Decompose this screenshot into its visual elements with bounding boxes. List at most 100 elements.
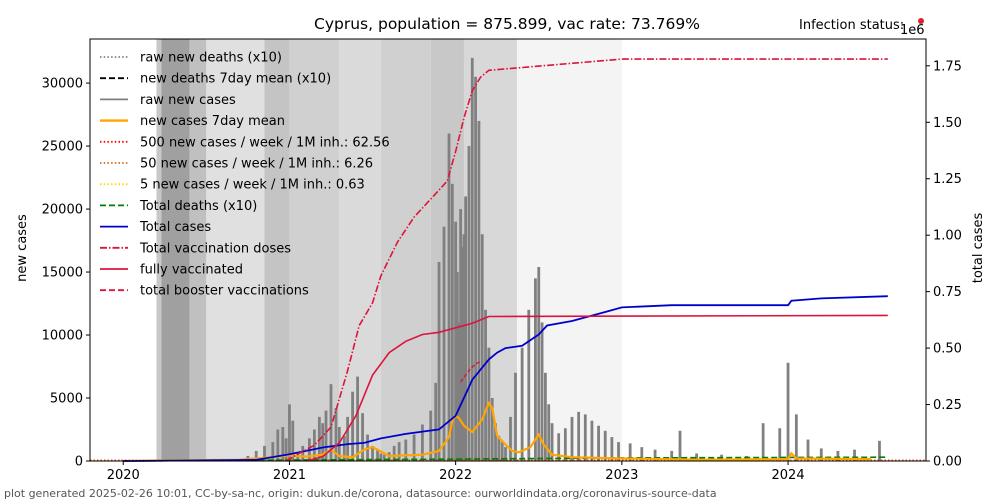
y-left-tick-label-3: 15000 [42, 266, 83, 281]
y-right-tick-label-2: 0.50 [933, 342, 962, 357]
background-band-3 [206, 39, 265, 461]
new-cases-bar-5 [281, 426, 285, 461]
new-cases-bar-32 [404, 439, 408, 461]
new-cases-bar-89 [778, 428, 782, 461]
x-tick-label-1: 2021 [273, 468, 306, 483]
legend-label-8: Total cases [139, 220, 211, 235]
new-cases-bar-36 [434, 382, 438, 461]
new-cases-bar-14 [321, 423, 325, 461]
total-cases-line [123, 295, 888, 462]
new-cases-bar-21 [351, 391, 355, 461]
new-cases-bar-74 [583, 414, 587, 461]
background-band-10 [517, 39, 622, 461]
new-cases-bar-26 [376, 449, 379, 461]
new-cases-bar-68 [547, 404, 551, 461]
new-cases-bar-85 [695, 453, 699, 461]
new-cases-bar-35 [429, 410, 433, 461]
new-cases-bar-81 [640, 447, 644, 461]
y-right-tick-label-6: 1.50 [933, 116, 962, 131]
y-axis-left-label: new cases [15, 214, 30, 282]
infection-status-dot [918, 18, 924, 24]
new-cases-bar-12 [312, 429, 316, 461]
y-right-tick-label-1: 0.25 [933, 398, 962, 413]
y-right-tick-label-7: 1.75 [933, 59, 962, 74]
new-cases-bar-84 [678, 430, 682, 461]
y-right-tick-label-5: 1.25 [933, 172, 962, 187]
new-cases-bar-53 [484, 309, 487, 461]
new-cases-bar-65 [537, 267, 541, 461]
new-cases-bar-33 [412, 434, 416, 461]
new-cases-bar-10 [301, 445, 305, 461]
new-cases-7day-mean-line [123, 400, 872, 463]
new-cases-bar-48 [467, 146, 471, 461]
new-cases-bar-76 [597, 425, 600, 461]
new-cases-bar-66 [540, 322, 544, 461]
x-tick-label-2: 2022 [439, 468, 472, 483]
x-tick-label-3: 2023 [605, 468, 638, 483]
new-cases-bar-88 [761, 423, 765, 461]
new-cases-bar-25 [371, 445, 374, 461]
new-cases-bar-56 [494, 423, 497, 461]
new-cases-bar-46 [462, 234, 466, 461]
new-cases-bar-69 [550, 423, 554, 461]
legend-label-2: raw new cases [140, 93, 236, 108]
legend-label-11: total booster vaccinations [140, 284, 309, 299]
x-tick-label-4: 2024 [772, 468, 805, 483]
new-cases-bar-94 [836, 450, 840, 461]
new-cases-bar-38 [442, 226, 446, 461]
legend: raw new deaths (x10) new deaths 7day mean… [100, 51, 390, 299]
legend-label-9: Total vaccination doses [139, 241, 291, 256]
y-left-tick-label-6: 30000 [42, 77, 83, 92]
new-cases-bar-17 [334, 408, 338, 461]
new-cases-bar-79 [617, 442, 620, 461]
new-cases-bar-72 [570, 416, 574, 461]
new-cases-bar-75 [590, 420, 594, 461]
new-cases-bar-63 [527, 309, 531, 461]
new-cases-bar-70 [557, 433, 561, 461]
new-cases-bar-2 [263, 445, 266, 461]
legend-label-0: raw new deaths (x10) [140, 51, 282, 66]
new-cases-bar-27 [379, 453, 383, 461]
background-band-7 [380, 39, 431, 461]
y-left-tick-label-1: 5000 [50, 392, 83, 407]
new-cases-bar-83 [670, 450, 674, 461]
plot-frame [89, 38, 927, 462]
chart-title: Cyprus, population = 875.899, vac rate: … [314, 15, 700, 33]
y-left-tick-label-2: 10000 [42, 329, 83, 344]
new-cases-bar-1 [254, 450, 258, 461]
new-cases-bar-67 [543, 372, 547, 461]
new-cases-bar-52 [480, 234, 484, 461]
right-axis-multiplier: 1e6 [900, 23, 925, 38]
legend-label-7: Total deaths (x10) [139, 199, 257, 214]
new-cases-bar-34 [421, 424, 424, 461]
y-right-tick-label-0: 0.00 [933, 455, 962, 470]
new-cases-bar-31 [397, 442, 401, 461]
new-cases-bar-39 [447, 133, 451, 462]
y-left-tick-label-5: 25000 [42, 140, 83, 155]
y-left-tick-label-0: 0 [75, 455, 83, 470]
legend-label-1: new deaths 7day mean (x10) [140, 72, 331, 87]
new-cases-bar-91 [794, 414, 798, 461]
legend-label-5: 50 new cases / week / 1M inh.: 6.26 [140, 157, 373, 172]
new-cases-bar-80 [628, 443, 632, 461]
new-cases-bar-64 [534, 278, 537, 461]
axis-ticks: 0 5000 10000 15000 20000 25000 30000 0.00 0.25 0.… [42, 59, 962, 483]
new-cases-bar-19 [342, 435, 346, 461]
new-cases-bar-93 [819, 448, 823, 461]
new-cases-bar-6 [284, 438, 288, 461]
new-cases-bar-43 [457, 322, 461, 461]
total-vaccination-doses-line [285, 58, 888, 462]
new-cases-bar-3 [271, 442, 275, 461]
new-cases-bar-16 [329, 384, 333, 461]
background-band-2 [189, 39, 207, 461]
new-cases-bar-42 [455, 272, 459, 461]
new-cases-bar-20 [346, 416, 350, 461]
new-cases-bar-59 [504, 447, 507, 461]
new-cases-bar-82 [653, 449, 657, 461]
new-cases-bar-7 [288, 404, 291, 461]
new-cases-bar-60 [509, 416, 512, 461]
legend-label-3: new cases 7day mean [140, 114, 285, 129]
new-cases-bar-50 [474, 76, 477, 461]
legend-label-6: 5 new cases / week / 1M inh.: 0.63 [140, 178, 365, 193]
